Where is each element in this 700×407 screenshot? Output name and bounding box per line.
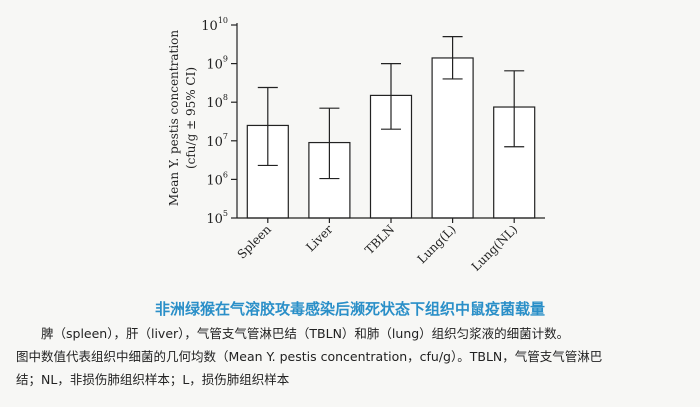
x-category-labels: Spleen Liver TBLN Lung(L) Lung(NL) xyxy=(235,222,521,274)
y-tick-labels: 105 106 107 108 109 1010 xyxy=(201,16,228,227)
figure-caption-title: 非洲绿猴在气溶胶攻毒感染后濒死状态下组织中鼠疫菌载量 xyxy=(154,300,545,318)
y-tick-label: 109 xyxy=(206,55,228,73)
y-axis-label-line1: Mean Y. pestis concentration xyxy=(167,30,181,206)
caption-line-2: 图中数值代表组织中细菌的几何均数（Mean Y. pestis concentr… xyxy=(16,349,603,364)
bar-chart: 105 106 107 108 109 1010 Spleen Liver TBLN Lung(… xyxy=(167,16,545,274)
y-axis-label: Mean Y. pestis concentration xyxy=(167,30,181,206)
y-axis-label-line2: (cfu/g ± 95% CI) xyxy=(184,67,198,169)
y-tick-label: 107 xyxy=(206,132,228,150)
caption-line-3: 结；NL，非损伤肺组织样本；L，损伤肺组织样本 xyxy=(16,372,290,387)
x-category-label: Spleen xyxy=(235,222,275,262)
figure-caption-body: 脾（spleen），肝（liver），气管支气管淋巴结（TBLN）和肺（lung… xyxy=(16,322,688,391)
x-category-label: Lung(NL) xyxy=(469,222,521,274)
y-axis xyxy=(231,23,238,219)
x-category-label: Liver xyxy=(303,222,335,254)
x-category-label: Lung(L) xyxy=(415,222,459,266)
y-axis-label-2: (cfu/g ± 95% CI) xyxy=(184,67,198,169)
caption-line-1: 脾（spleen），肝（liver），气管支气管淋巴结（TBLN）和肺（lung… xyxy=(41,326,570,341)
bar-lungl xyxy=(431,57,474,219)
y-tick-label: 108 xyxy=(206,93,228,111)
y-tick-label: 105 xyxy=(206,209,228,227)
y-tick-label: 1010 xyxy=(201,16,228,34)
y-tick-label: 106 xyxy=(206,170,228,188)
error-bars xyxy=(257,36,525,180)
x-axis xyxy=(237,217,545,223)
x-category-label: TBLN xyxy=(362,222,397,257)
